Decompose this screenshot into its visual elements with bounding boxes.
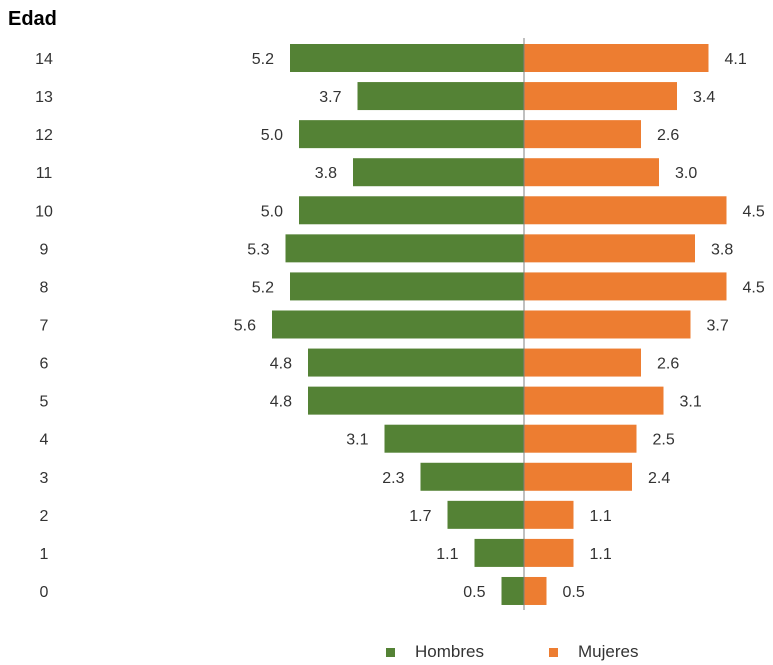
category-label-12: 12 [35,127,53,144]
category-label-7: 7 [40,317,49,334]
data-label-hombres-6: 4.8 [270,356,292,373]
category-label-0: 0 [40,584,49,601]
bar-hombres-2 [447,500,524,529]
bar-mujeres-2 [524,500,574,529]
bar-mujeres-14 [524,44,709,72]
legend-item-hombres: Hombres [386,642,484,662]
data-label-mujeres-11: 3.0 [675,165,697,182]
bar-hombres-3 [420,462,524,491]
data-label-mujeres-0: 0.5 [563,584,585,601]
data-label-hombres-13: 3.7 [319,89,341,106]
data-label-mujeres-8: 4.5 [743,279,765,296]
category-label-5: 5 [40,394,49,411]
data-label-mujeres-9: 3.8 [711,241,733,258]
data-label-mujeres-12: 2.6 [657,127,679,144]
category-label-6: 6 [40,356,49,373]
bar-hombres-4 [384,424,524,453]
data-label-hombres-0: 0.5 [463,584,485,601]
bar-mujeres-10 [524,196,727,225]
data-label-mujeres-5: 3.1 [680,394,702,411]
data-label-hombres-4: 3.1 [346,432,368,449]
legend-item-mujeres: Mujeres [549,642,638,662]
data-label-hombres-12: 5.0 [261,127,283,144]
bar-mujeres-5 [524,386,664,415]
data-label-mujeres-14: 4.1 [725,51,747,68]
bar-mujeres-7 [524,310,691,339]
data-label-hombres-14: 5.2 [252,51,274,68]
data-label-hombres-1: 1.1 [436,546,458,563]
bar-hombres-8 [290,272,524,301]
bar-hombres-0 [501,576,524,605]
data-label-mujeres-1: 1.1 [590,546,612,563]
data-label-mujeres-2: 1.1 [590,508,612,525]
bar-mujeres-4 [524,424,637,453]
data-label-hombres-7: 5.6 [234,317,256,334]
category-label-3: 3 [40,470,49,487]
bar-hombres-14 [290,44,524,72]
bar-hombres-13 [357,82,524,111]
legend-swatch-mujeres [549,647,558,657]
data-label-hombres-11: 3.8 [315,165,337,182]
data-label-hombres-8: 5.2 [252,279,274,296]
bar-mujeres-3 [524,462,632,491]
data-label-mujeres-10: 4.5 [743,203,765,220]
data-label-hombres-2: 1.7 [409,508,431,525]
bar-hombres-9 [285,234,524,263]
bar-hombres-5 [308,386,524,415]
bar-mujeres-0 [524,576,547,605]
bar-hombres-10 [299,196,524,225]
y-axis-title: Edad [8,8,57,30]
data-label-hombres-5: 4.8 [270,394,292,411]
bar-hombres-11 [353,158,524,187]
legend: Hombres Mujeres [0,642,773,664]
data-label-mujeres-13: 3.4 [693,89,715,106]
bar-mujeres-13 [524,82,677,111]
bar-mujeres-6 [524,348,641,377]
bar-mujeres-9 [524,234,695,263]
bar-mujeres-8 [524,272,727,301]
population-pyramid-chart: 14 5.2 4.113 3.7 3.412 5.0 2.611 3.8 3.010 5.0 4.5… [35,38,765,610]
category-label-13: 13 [35,89,53,106]
legend-label-hombres: Hombres [415,642,484,661]
bar-mujeres-1 [524,538,574,567]
data-label-mujeres-7: 3.7 [707,317,729,334]
bar-hombres-6 [308,348,524,377]
bar-mujeres-12 [524,120,641,149]
data-label-mujeres-3: 2.4 [648,470,670,487]
category-label-9: 9 [40,241,49,258]
data-label-mujeres-6: 2.6 [657,356,679,373]
bar-hombres-12 [299,120,524,149]
category-label-10: 10 [35,203,53,220]
data-label-hombres-3: 2.3 [382,470,404,487]
bar-hombres-1 [474,538,524,567]
data-label-mujeres-4: 2.5 [653,432,675,449]
category-label-11: 11 [36,165,53,182]
legend-label-mujeres: Mujeres [578,642,639,661]
legend-swatch-hombres [386,647,395,657]
category-label-8: 8 [40,279,49,296]
category-label-14: 14 [35,51,53,68]
data-label-hombres-9: 5.3 [247,241,269,258]
category-label-2: 2 [40,508,49,525]
bar-hombres-7 [272,310,524,339]
category-label-4: 4 [40,432,49,449]
bar-mujeres-11 [524,158,659,187]
data-label-hombres-10: 5.0 [261,203,283,220]
category-label-1: 1 [40,546,49,563]
